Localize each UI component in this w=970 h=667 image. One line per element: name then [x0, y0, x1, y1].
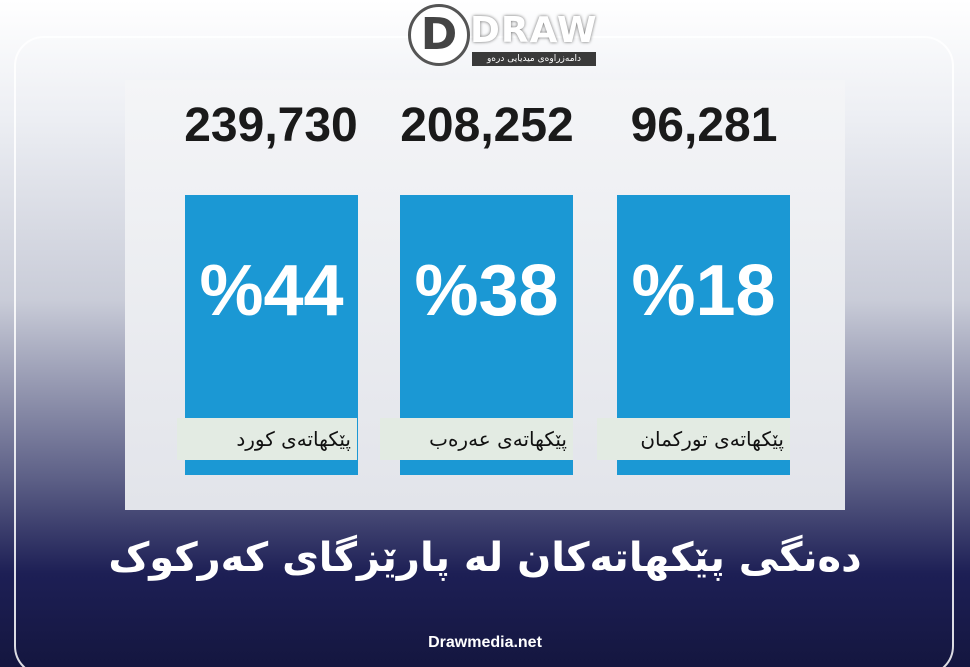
footer: Drawmedia.net [428, 634, 542, 651]
percent: %18 [631, 251, 776, 331]
logo-tagline: دامەزراوەی میدیایی درەو [472, 52, 596, 66]
count: 96,281 [630, 99, 778, 152]
count: 208,252 [400, 99, 574, 152]
card-label: پێکهاتەی تورکمان [597, 418, 790, 460]
logo-name: DRAW [470, 10, 598, 51]
title: دەنگی پێکهاتەکان لە پارێزگای کەرکوک [108, 535, 862, 581]
card-label: پێکهاتەی کورد [177, 418, 357, 460]
logo: D DRAW دامەزراوەی میدیایی درەو [408, 4, 603, 70]
logo-mark: D [408, 4, 470, 66]
count: 239,730 [184, 99, 358, 152]
percent: %44 [199, 251, 344, 331]
frame [14, 36, 954, 667]
percent: %38 [414, 251, 559, 331]
card-label: پێکهاتەی عەرەب [380, 418, 573, 460]
